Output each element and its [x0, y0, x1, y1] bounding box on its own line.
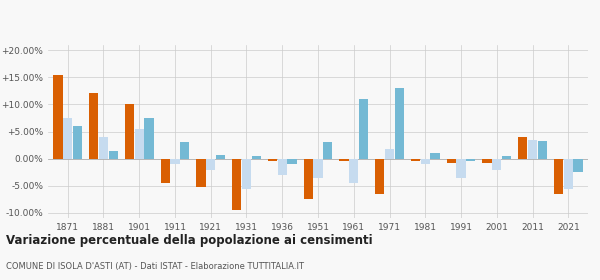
Bar	[528, 140, 537, 159]
Bar	[518, 137, 527, 159]
Bar	[63, 118, 73, 159]
Bar	[375, 159, 385, 194]
Bar	[466, 159, 475, 162]
Bar	[359, 99, 368, 159]
Bar	[349, 159, 358, 183]
Bar	[340, 159, 349, 162]
Bar	[554, 159, 563, 194]
Bar	[278, 159, 287, 175]
Bar	[538, 141, 547, 159]
Bar	[268, 159, 277, 161]
Bar	[446, 159, 456, 163]
Bar	[216, 155, 225, 159]
Bar	[304, 159, 313, 199]
Bar	[53, 75, 62, 159]
Bar	[196, 159, 206, 187]
Bar	[145, 118, 154, 159]
Bar	[161, 159, 170, 183]
Bar	[421, 159, 430, 164]
Text: COMUNE DI ISOLA D'ASTI (AT) - Dati ISTAT - Elaborazione TUTTITALIA.IT: COMUNE DI ISOLA D'ASTI (AT) - Dati ISTAT…	[6, 262, 304, 271]
Bar	[109, 151, 118, 159]
Bar	[170, 159, 179, 164]
Bar	[232, 159, 241, 210]
Bar	[99, 137, 108, 159]
Bar	[89, 93, 98, 159]
Bar	[73, 126, 82, 159]
Bar	[430, 153, 440, 159]
Bar	[563, 159, 573, 188]
Bar	[206, 159, 215, 170]
Bar	[411, 159, 420, 162]
Bar	[457, 159, 466, 178]
Bar	[251, 156, 261, 159]
Bar	[385, 149, 394, 159]
Bar	[323, 143, 332, 159]
Bar	[482, 159, 491, 163]
Bar	[574, 159, 583, 172]
Bar	[242, 159, 251, 188]
Bar	[313, 159, 323, 178]
Bar	[502, 156, 511, 159]
Bar	[287, 159, 296, 164]
Bar	[395, 88, 404, 159]
Bar	[125, 104, 134, 159]
Bar	[492, 159, 502, 170]
Text: Variazione percentuale della popolazione ai censimenti: Variazione percentuale della popolazione…	[6, 234, 373, 247]
Bar	[134, 129, 144, 159]
Bar	[180, 143, 190, 159]
